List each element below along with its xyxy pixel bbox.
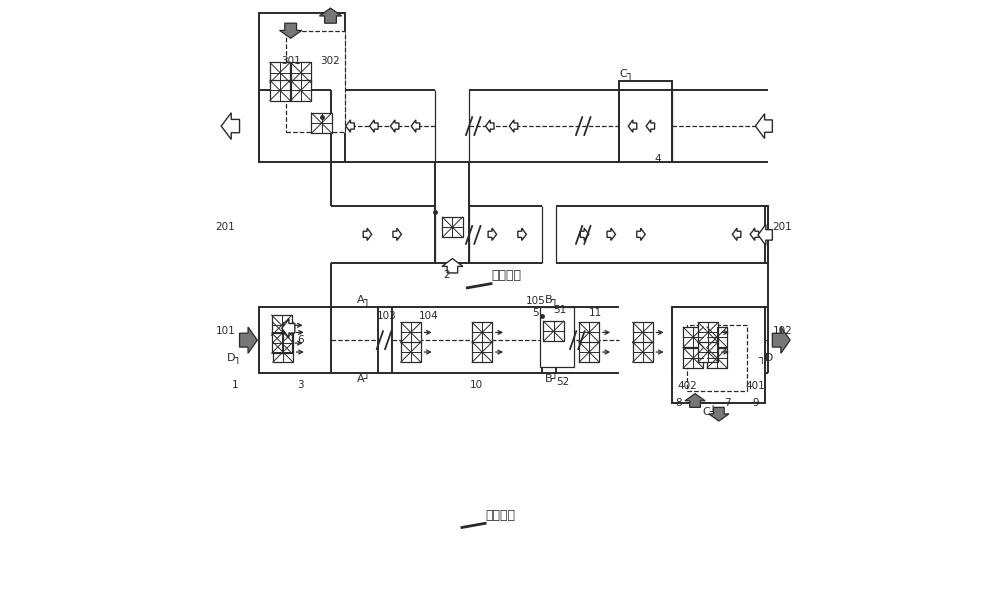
Polygon shape (628, 120, 637, 132)
Polygon shape (282, 319, 295, 338)
Text: 401: 401 (746, 381, 766, 391)
Text: 6: 6 (297, 335, 304, 345)
Polygon shape (240, 327, 257, 353)
Text: A┘: A┘ (357, 374, 372, 384)
Bar (579, 342, 599, 362)
Bar (540, 308, 574, 367)
Bar (401, 323, 421, 343)
Bar (633, 342, 653, 362)
Bar (401, 342, 421, 362)
Bar (687, 325, 747, 391)
Polygon shape (509, 120, 518, 132)
Bar (291, 63, 311, 83)
Text: D┐: D┐ (226, 353, 242, 364)
Polygon shape (390, 120, 399, 132)
Text: C┐: C┐ (619, 69, 633, 80)
Polygon shape (518, 228, 526, 241)
Bar (311, 113, 332, 133)
Polygon shape (486, 120, 494, 132)
Text: 101: 101 (215, 326, 235, 336)
Text: 5: 5 (532, 308, 539, 318)
Bar (273, 323, 293, 343)
Polygon shape (646, 120, 655, 132)
Bar (707, 348, 727, 368)
Bar (707, 327, 727, 347)
Polygon shape (319, 8, 342, 23)
Text: 1: 1 (232, 380, 239, 390)
Text: 4: 4 (654, 154, 661, 164)
Text: C┘: C┘ (702, 407, 717, 417)
Bar (683, 348, 703, 368)
Bar (442, 217, 463, 237)
Bar (286, 31, 345, 132)
Text: 行车方向: 行车方向 (491, 270, 521, 282)
Text: 51: 51 (553, 306, 566, 315)
Bar (270, 80, 290, 101)
Text: B┘: B┘ (545, 374, 560, 384)
Text: 201: 201 (773, 222, 792, 232)
Bar (259, 13, 345, 162)
Bar (472, 323, 492, 343)
Polygon shape (221, 113, 240, 139)
Bar (259, 308, 331, 373)
Text: A┐: A┐ (357, 295, 372, 306)
Polygon shape (488, 228, 497, 241)
Bar (619, 81, 672, 162)
Bar (270, 63, 290, 83)
Text: 302: 302 (321, 55, 340, 66)
Text: 201: 201 (215, 222, 235, 232)
Bar (765, 206, 768, 263)
Polygon shape (580, 228, 589, 241)
Text: 402: 402 (677, 381, 697, 391)
Polygon shape (732, 228, 741, 241)
Bar (543, 321, 564, 341)
Bar (579, 323, 599, 343)
Polygon shape (280, 23, 302, 38)
Text: 103: 103 (377, 311, 397, 321)
Polygon shape (709, 408, 729, 421)
Text: 11: 11 (589, 308, 602, 318)
Polygon shape (346, 120, 354, 132)
Polygon shape (411, 120, 420, 132)
Polygon shape (772, 327, 790, 353)
Bar (435, 162, 469, 263)
Bar (683, 327, 703, 347)
Polygon shape (637, 228, 645, 241)
Text: B┐: B┐ (545, 295, 560, 306)
Text: 9: 9 (752, 397, 759, 408)
Text: 10: 10 (470, 380, 483, 390)
Polygon shape (370, 120, 378, 132)
Text: 8: 8 (675, 397, 682, 408)
Bar (633, 323, 653, 343)
Bar (291, 80, 311, 101)
Bar (672, 308, 765, 403)
Text: 301: 301 (281, 55, 301, 66)
Text: 102: 102 (773, 326, 792, 336)
Bar (698, 323, 718, 343)
Text: 52: 52 (556, 377, 569, 387)
Text: 行车方向: 行车方向 (485, 509, 515, 522)
Bar (272, 315, 292, 335)
Polygon shape (685, 394, 705, 408)
Bar (273, 342, 293, 362)
Polygon shape (758, 224, 772, 245)
Text: 104: 104 (419, 311, 439, 321)
Polygon shape (363, 228, 372, 241)
Polygon shape (442, 259, 463, 273)
Polygon shape (607, 228, 616, 241)
Text: 2: 2 (443, 270, 450, 280)
Text: ┐D: ┐D (758, 353, 774, 364)
Text: 3: 3 (297, 380, 304, 390)
Bar (272, 333, 292, 353)
Text: 105: 105 (526, 297, 546, 306)
Text: 7: 7 (724, 397, 730, 408)
Polygon shape (393, 228, 401, 241)
Bar (472, 342, 492, 362)
Polygon shape (750, 228, 759, 241)
Polygon shape (755, 114, 772, 139)
Bar (698, 342, 718, 362)
